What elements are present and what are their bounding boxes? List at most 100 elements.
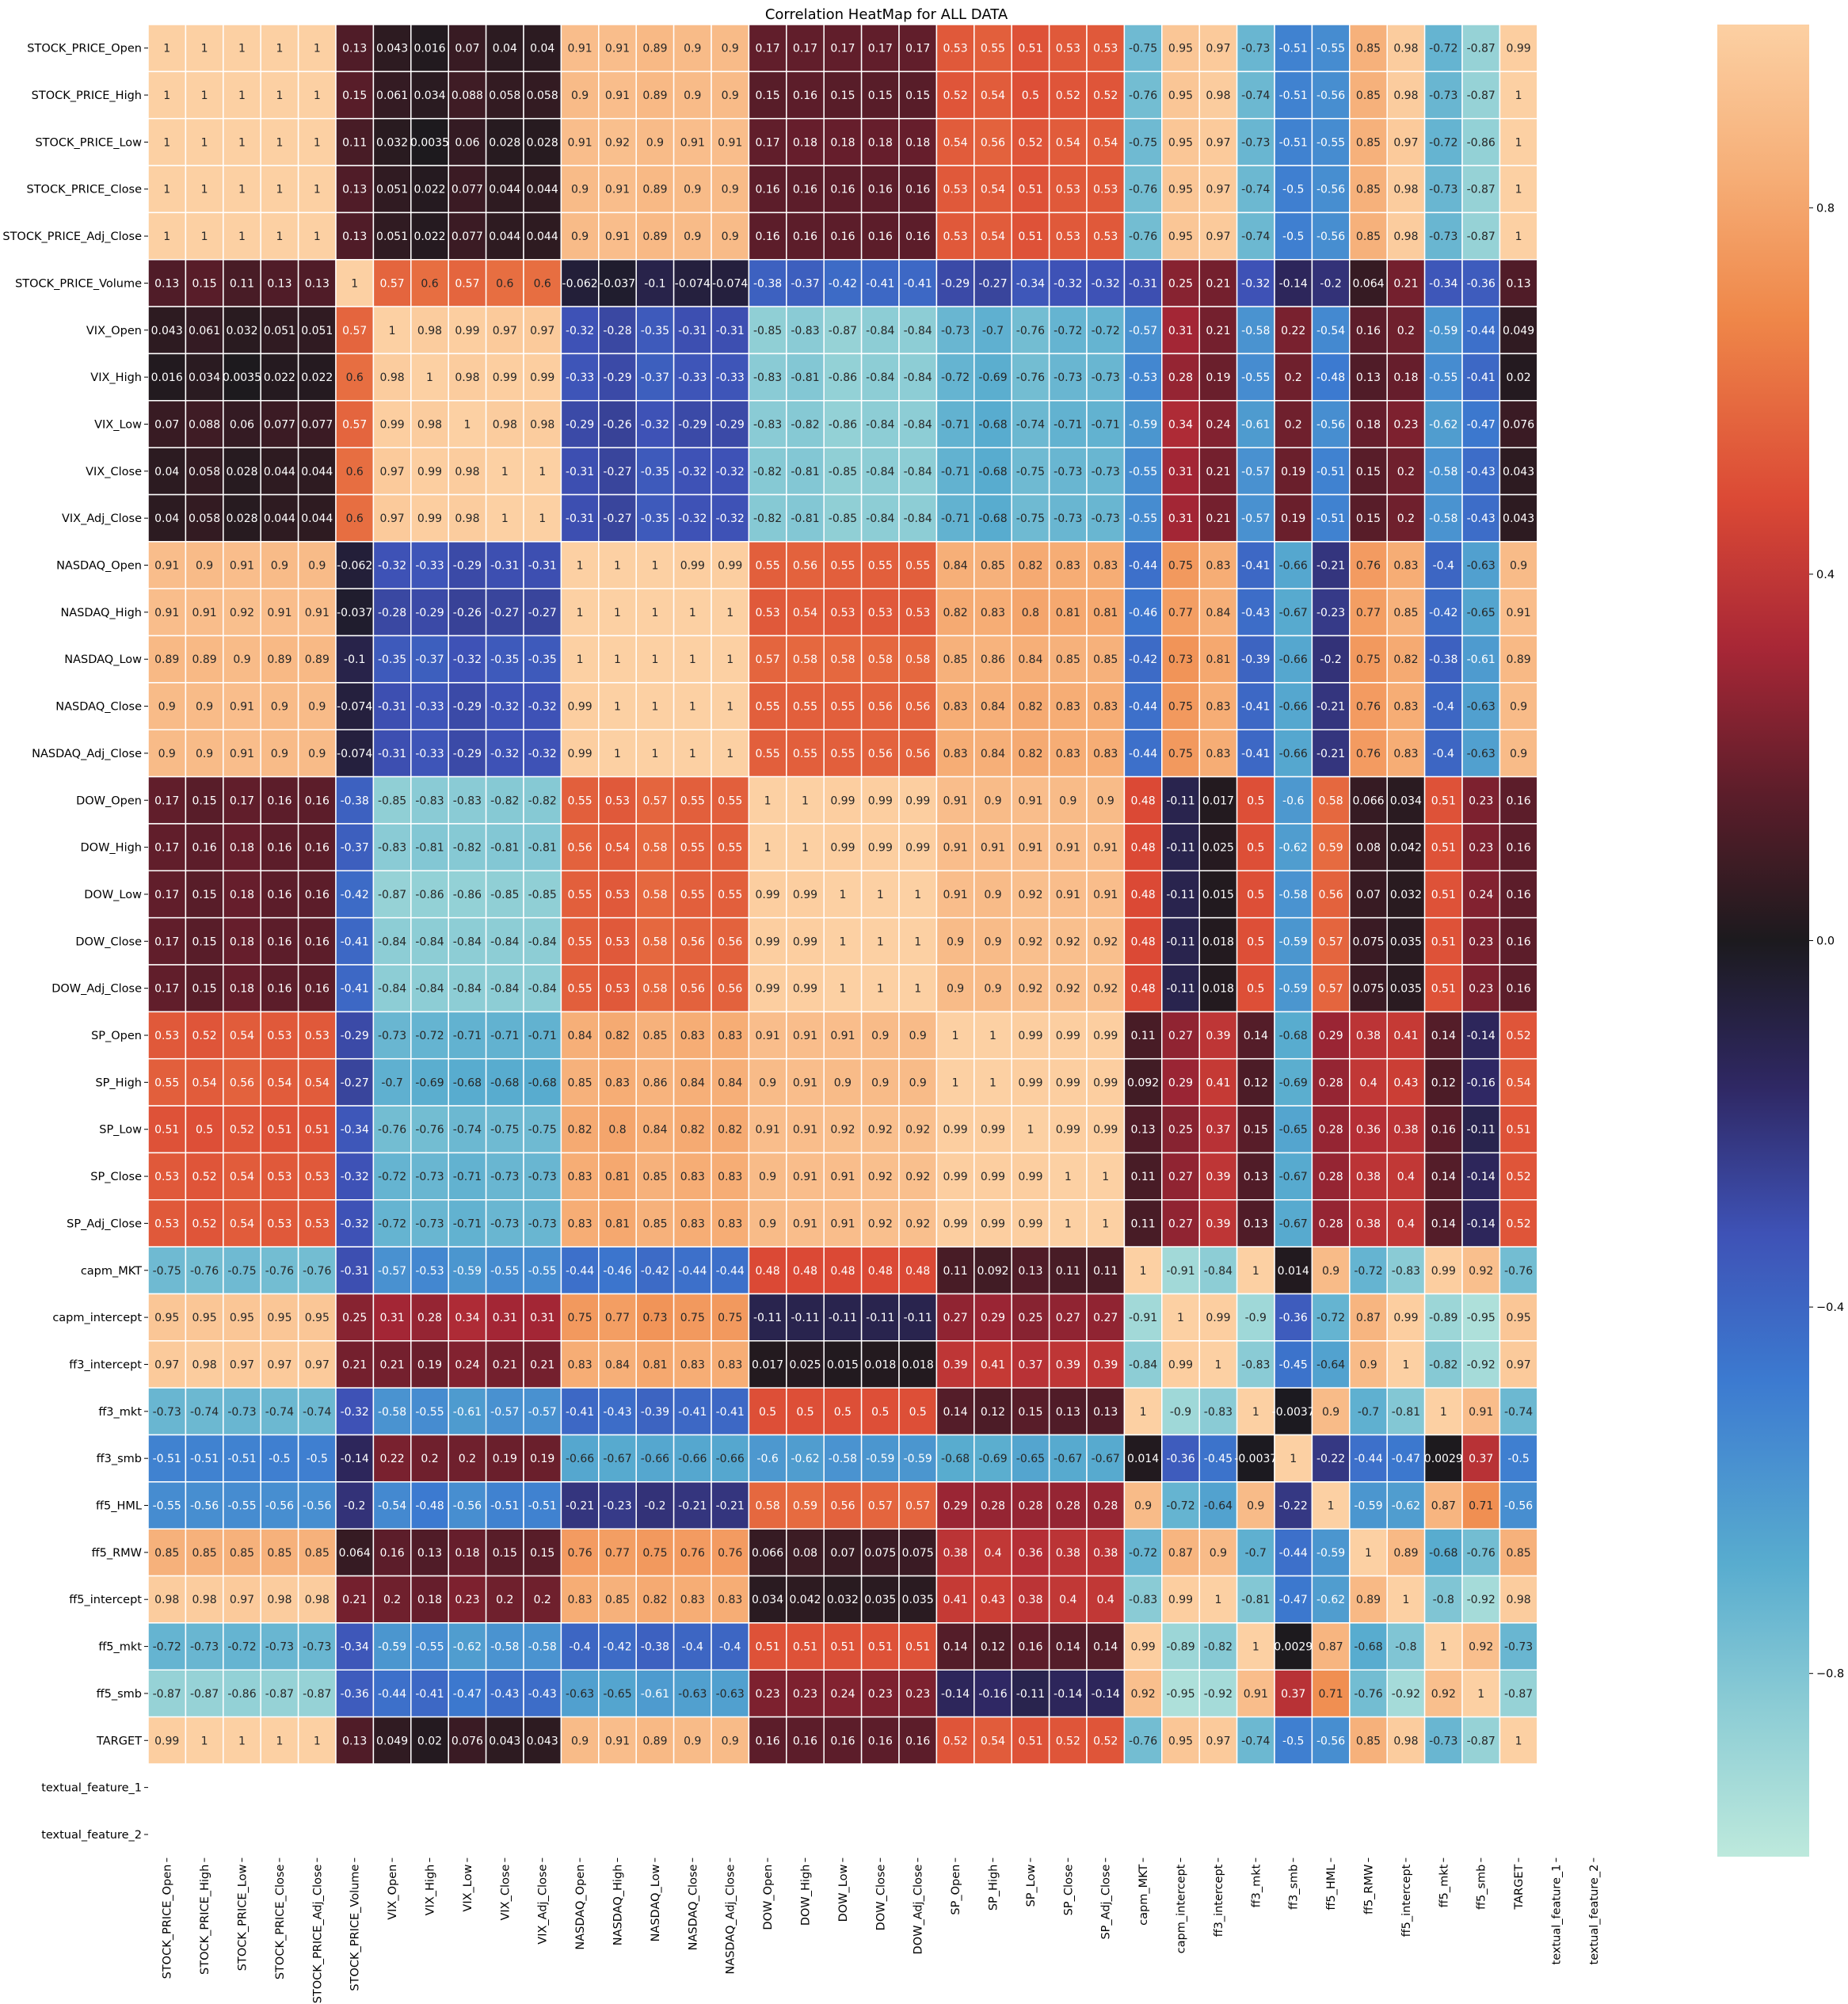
cell-value-label: 0.4 — [1059, 1594, 1076, 1606]
cell-value-label: -0.75 — [490, 1124, 519, 1137]
cell-value-label: -0.83 — [791, 325, 819, 337]
cell-value-label: 0.53 — [154, 1030, 179, 1042]
cell-value-label: 1 — [238, 1735, 246, 1747]
cell-value-label: 0.97 — [1206, 136, 1230, 149]
cell-value-label: 0.24 — [830, 1688, 855, 1701]
cell-value-label: 0.95 — [1168, 1735, 1193, 1747]
cell-value-label: 0.028 — [489, 136, 520, 149]
cell-value-label: 0.51 — [1431, 983, 1456, 996]
cell-value-label: 0.16 — [1356, 325, 1381, 337]
cell-value-label: -0.29 — [341, 1030, 369, 1042]
cell-value-label: 0.5 — [196, 1124, 213, 1137]
cell-value-label: -0.32 — [528, 748, 557, 760]
row-label: NASDAQ_Close — [55, 701, 142, 714]
colorbar-tick-label: 0.0 — [1816, 935, 1835, 948]
cell-value-label: 0.16 — [267, 935, 291, 948]
cell-value-label: 0.16 — [1507, 983, 1531, 996]
heatmap-cell — [485, 775, 524, 825]
heatmap-cell — [786, 24, 825, 73]
cell-value-label: 0.87 — [1168, 1547, 1193, 1560]
heatmap-cell — [1236, 117, 1275, 166]
cell-value-label: 0.9 — [158, 701, 176, 714]
cell-value-label: 0.11 — [943, 1265, 968, 1278]
cell-value-label: 0.95 — [1168, 230, 1193, 243]
cell-value-label: 0.53 — [830, 607, 855, 619]
heatmap-cell — [860, 634, 900, 684]
heatmap-cell — [448, 634, 487, 684]
cell-value-label: -0.14 — [1467, 1171, 1496, 1183]
cell-value-label: 0.27 — [1168, 1030, 1193, 1042]
cell-value-label: 0.91 — [267, 607, 291, 619]
heatmap-cell — [1123, 259, 1163, 307]
cell-value-label: 0.15 — [868, 90, 893, 102]
cell-value-label: 0.07 — [830, 1547, 855, 1560]
cell-value-label: -0.84 — [528, 983, 557, 996]
cell-value-label: 0.85 — [1356, 230, 1381, 243]
cell-value-label: -0.59 — [1279, 935, 1308, 948]
heatmap-cell — [1086, 729, 1126, 778]
cell-value-label: 0.28 — [1319, 1217, 1343, 1230]
cell-value-label: -0.44 — [716, 1265, 745, 1278]
cell-value-label: 1 — [689, 748, 696, 760]
cell-value-label: -0.87 — [1467, 230, 1496, 243]
cell-value-label: -0.84 — [866, 466, 894, 478]
cell-value-label: 0.51 — [1431, 935, 1456, 948]
cell-value-label: 0.99 — [756, 935, 780, 948]
cell-value-label: 0.25 — [342, 1312, 367, 1324]
cell-value-label: 0.9 — [984, 935, 1001, 948]
heatmap-cell — [1198, 634, 1238, 684]
cell-value-label: 0.85 — [1356, 90, 1381, 102]
cell-value-label: -0.73 — [1429, 90, 1457, 102]
heatmap-cell — [1423, 682, 1463, 731]
cell-value-label: -0.5 — [1282, 230, 1304, 243]
cell-value-label: -0.76 — [1504, 1265, 1533, 1278]
cell-value-label: 0.14 — [1431, 1171, 1456, 1183]
cell-value-label: 0.0029 — [1424, 1453, 1463, 1465]
heatmap-cell — [1461, 259, 1501, 307]
cell-value-label: 0.99 — [943, 1171, 968, 1183]
heatmap-cell — [1161, 24, 1200, 73]
heatmap-cell — [748, 588, 787, 637]
cell-value-label: 0.28 — [1319, 1171, 1343, 1183]
cell-value-label: -0.65 — [603, 1688, 631, 1701]
heatmap-cell — [1499, 70, 1538, 120]
cell-value-label: 0.99 — [1431, 1265, 1456, 1278]
cell-value-label: 0.53 — [1093, 43, 1118, 55]
cell-value-label: -0.34 — [341, 1124, 369, 1137]
heatmap-cell — [1274, 165, 1313, 214]
cell-value-label: -0.76 — [378, 1124, 406, 1137]
cell-value-label: 0.4 — [1097, 1594, 1115, 1606]
cell-value-label: 0.71 — [1319, 1688, 1343, 1701]
heatmap-cell — [1311, 259, 1351, 307]
cell-value-label: 1 — [1252, 1265, 1259, 1278]
cell-value-label: 0.99 — [793, 889, 817, 901]
cell-value-label: 0.89 — [305, 653, 330, 666]
cell-value-label: 1 — [276, 43, 283, 55]
cell-value-label: 0.15 — [905, 90, 930, 102]
heatmap-cell — [560, 729, 600, 778]
cell-value-label: 1 — [1027, 1124, 1034, 1137]
cell-value-label: -0.89 — [1166, 1641, 1195, 1654]
heatmap-cell — [1086, 541, 1126, 589]
column-label: capm_intercept — [1175, 1864, 1188, 1953]
cell-value-label: -0.87 — [303, 1688, 331, 1701]
cell-value-label: -0.8 — [1395, 1641, 1416, 1654]
cell-value-label: -0.4 — [719, 1641, 741, 1654]
cell-value-label: -0.56 — [1316, 90, 1345, 102]
cell-value-label: 0.55 — [718, 889, 742, 901]
cell-value-label: 0.051 — [376, 230, 408, 243]
cell-value-label: -0.38 — [1429, 653, 1457, 666]
cell-value-label: -0.66 — [566, 1453, 594, 1465]
cell-value-label: 0.54 — [981, 184, 1005, 196]
cell-value-label: 0.75 — [568, 1312, 593, 1324]
cell-value-label: -0.66 — [678, 1453, 707, 1465]
cell-value-label: -0.31 — [1129, 277, 1157, 290]
cell-value-label: 0.17 — [868, 43, 893, 55]
cell-value-label: 0.48 — [1131, 983, 1156, 996]
cell-value-label: -0.2 — [1320, 653, 1341, 666]
cell-value-label: 0.9 — [1247, 1500, 1264, 1513]
cell-value-label: 0.17 — [830, 43, 855, 55]
cell-value-label: -0.63 — [716, 1688, 745, 1701]
heatmap-cell — [560, 24, 600, 73]
cell-value-label: -0.86 — [1467, 136, 1496, 149]
